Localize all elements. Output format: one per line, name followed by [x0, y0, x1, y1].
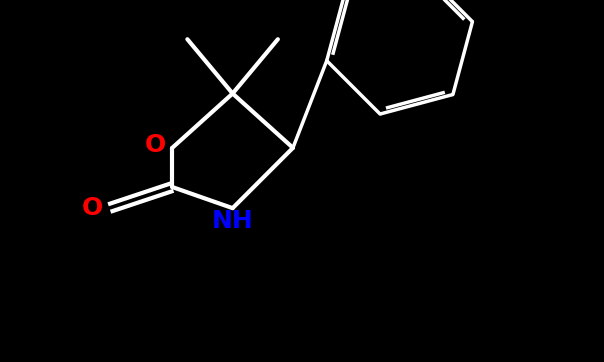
- Text: O: O: [82, 196, 103, 220]
- Text: O: O: [145, 133, 166, 157]
- Text: NH: NH: [212, 210, 254, 233]
